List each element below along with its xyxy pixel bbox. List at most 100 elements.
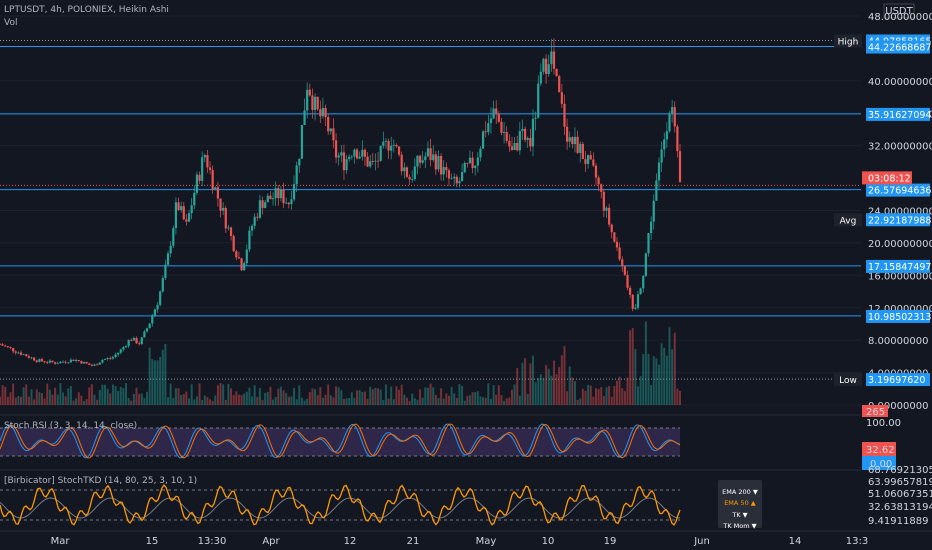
candle-body bbox=[19, 352, 23, 355]
candle-body bbox=[319, 109, 322, 117]
candle-body bbox=[4, 345, 7, 347]
volume-bar bbox=[161, 349, 164, 405]
volume-bar bbox=[35, 389, 38, 405]
candle-body bbox=[38, 359, 41, 362]
candle-body bbox=[261, 200, 264, 209]
candle-body bbox=[22, 354, 25, 356]
time-tick-label: 10 bbox=[542, 536, 555, 547]
volume-bar bbox=[56, 394, 59, 405]
candle-body bbox=[505, 131, 508, 141]
volume-bar bbox=[219, 383, 222, 405]
candle-body bbox=[671, 107, 674, 114]
level-name-badge bbox=[834, 34, 862, 48]
volume-bar bbox=[332, 397, 335, 405]
candle-body bbox=[508, 140, 511, 147]
volume-bar bbox=[642, 354, 645, 405]
level-value: 26.57694636 bbox=[868, 186, 931, 197]
volume-bar bbox=[476, 391, 479, 405]
candle-body bbox=[140, 337, 143, 345]
candle-body bbox=[668, 113, 671, 132]
level-value: 35.91627094 bbox=[868, 110, 931, 121]
volume-bar bbox=[127, 397, 130, 405]
volume-bar bbox=[46, 383, 49, 405]
volume-bar bbox=[146, 391, 149, 405]
volume-bar bbox=[237, 394, 240, 405]
candle-body bbox=[285, 202, 288, 204]
volume-bar bbox=[83, 400, 86, 405]
volume-bar bbox=[484, 397, 487, 405]
volume-bar bbox=[125, 383, 128, 405]
candle-body bbox=[547, 64, 550, 75]
candle-body bbox=[560, 92, 563, 104]
volume-bar bbox=[539, 374, 542, 405]
volume-bar bbox=[198, 383, 201, 405]
candle-body bbox=[27, 356, 30, 358]
volume-bar bbox=[337, 387, 340, 405]
volume-bar bbox=[545, 365, 548, 405]
volume-bar bbox=[64, 396, 67, 405]
level-name: Avg bbox=[840, 216, 857, 226]
price-pane[interactable] bbox=[0, 15, 861, 406]
volume-bar bbox=[43, 398, 46, 405]
volume-bar bbox=[429, 383, 432, 405]
volume-bar bbox=[613, 386, 616, 405]
volume-bar bbox=[392, 399, 395, 405]
volume-bar bbox=[398, 389, 401, 405]
candle-body bbox=[442, 167, 445, 175]
volume-bar bbox=[206, 397, 209, 405]
volume-bar bbox=[306, 398, 309, 405]
volume-bar bbox=[560, 355, 563, 405]
candle-body bbox=[182, 206, 185, 220]
candle-body bbox=[190, 205, 193, 214]
candle-body bbox=[51, 360, 54, 363]
level-value-badge bbox=[866, 213, 930, 227]
candle-body bbox=[660, 149, 663, 163]
time-tick-label: May bbox=[476, 536, 497, 547]
tkd-main-line bbox=[0, 483, 681, 526]
candle-body bbox=[17, 352, 20, 354]
currency-box[interactable] bbox=[883, 3, 915, 19]
candle-body bbox=[250, 225, 254, 231]
volume-bar bbox=[272, 399, 275, 405]
candle-body bbox=[523, 128, 527, 140]
candle-body bbox=[143, 331, 146, 338]
volume-bar bbox=[203, 395, 206, 405]
candle-body bbox=[629, 287, 632, 295]
volume-bar bbox=[440, 388, 443, 405]
candle-body bbox=[397, 146, 401, 155]
candle-body bbox=[521, 128, 524, 132]
candle-body bbox=[122, 347, 125, 350]
candle-body bbox=[636, 294, 640, 308]
candle-body bbox=[424, 156, 427, 161]
stoch-tkd-pane[interactable]: [Birbicator] StochTKD (14, 80, 25, 3, 10… bbox=[0, 465, 932, 530]
volume-bar bbox=[647, 353, 650, 405]
candle-body bbox=[187, 213, 191, 222]
candle-body bbox=[166, 253, 170, 265]
volume-bar bbox=[4, 386, 7, 405]
volume-bar bbox=[482, 397, 485, 405]
tkd-secondary-line bbox=[0, 497, 681, 519]
volume-bar bbox=[634, 349, 637, 405]
time-tick-label: 14 bbox=[789, 536, 802, 547]
rsi-value-d: 32.62 bbox=[866, 445, 895, 456]
volume-bar bbox=[342, 398, 345, 405]
volume-bar bbox=[340, 390, 343, 405]
volume-bar bbox=[164, 343, 167, 405]
volume-bar bbox=[639, 376, 642, 405]
candle-body bbox=[492, 108, 495, 119]
candle-body bbox=[353, 149, 356, 157]
candle-body bbox=[0, 344, 2, 346]
candle-body bbox=[93, 364, 96, 366]
volume-bar bbox=[85, 399, 88, 405]
volume-bar bbox=[151, 359, 154, 405]
volume-bar bbox=[573, 381, 576, 405]
price-tick-label: 8.00000000 bbox=[868, 336, 928, 347]
volume-bar bbox=[374, 388, 377, 405]
stoch-rsi-pane[interactable]: Stoch RSI (3, 3, 14, 14, close) 100.00 3… bbox=[0, 418, 901, 470]
volume-bar bbox=[148, 347, 151, 405]
volume-bar bbox=[195, 396, 198, 405]
time-axis[interactable]: Mar 15 13:30 Apr 12 21 May 10 19 Jun 14 13:3 bbox=[51, 536, 869, 547]
volume-bar bbox=[644, 321, 647, 405]
tkd-tick-label: 51.06067351 bbox=[868, 489, 932, 500]
